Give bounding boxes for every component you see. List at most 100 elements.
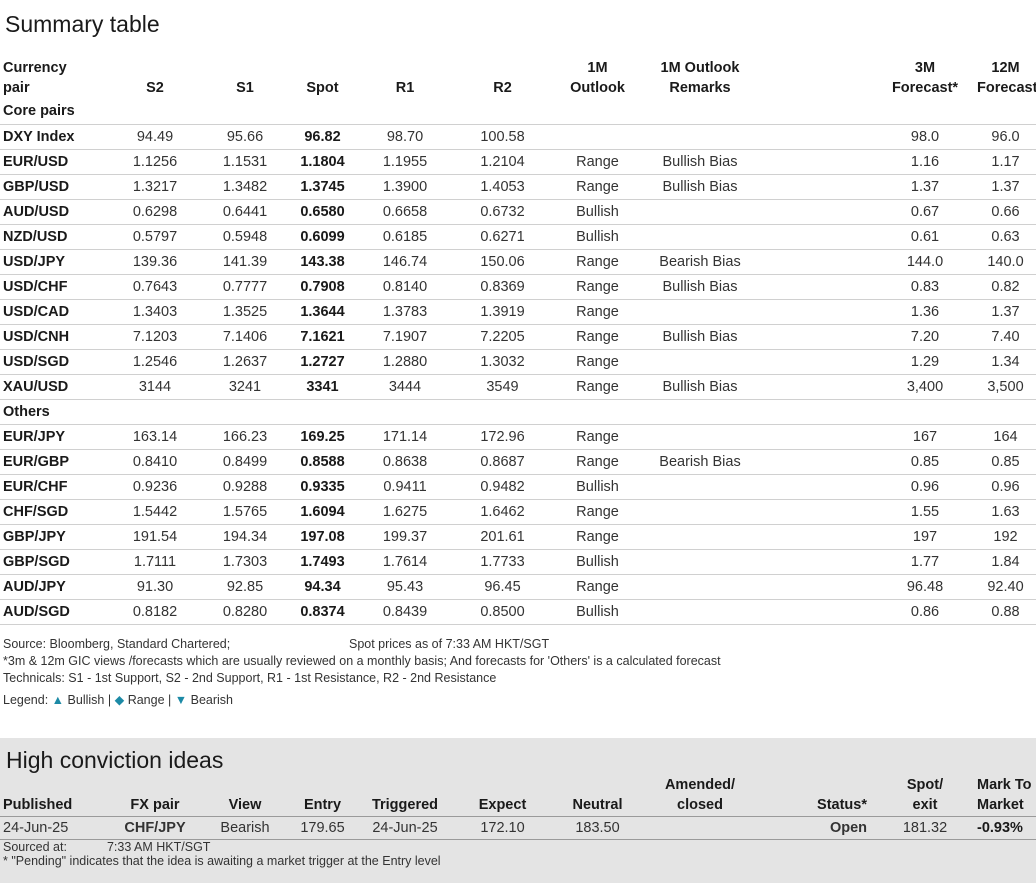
spacer-cell xyxy=(765,224,875,250)
r2-cell: 100.58 xyxy=(445,124,560,150)
col-header-remarks: 1M Outlook Remarks xyxy=(660,60,740,96)
legend-range: Range xyxy=(127,693,165,707)
s1-cell: 1.3482 xyxy=(210,174,280,200)
r2-cell: 1.2104 xyxy=(445,149,560,175)
range-diamond-icon: ◆ xyxy=(114,693,125,707)
r1-cell: 1.2880 xyxy=(365,349,445,375)
f12m-cell: 0.82 xyxy=(975,274,1036,300)
r1-cell: 0.8439 xyxy=(365,599,445,625)
spacer-cell xyxy=(765,599,875,625)
s2-cell: 0.6298 xyxy=(100,199,210,225)
spacer-cell xyxy=(765,449,875,475)
summary-header-row: Currency pair S2 S1 Spot R1 R2 1M Outlook … xyxy=(0,55,1036,99)
s2-cell: 163.14 xyxy=(100,424,210,450)
spot-cell: 1.7493 xyxy=(280,549,365,575)
hci-published: 24-Jun-25 xyxy=(0,815,100,840)
pair-cell: DXY Index xyxy=(0,124,100,150)
hci-col-neutral: Neutral xyxy=(572,796,623,813)
outlook-cell: Range xyxy=(560,299,635,325)
hci-expect: 172.10 xyxy=(445,815,560,840)
s2-cell: 139.36 xyxy=(100,249,210,275)
s2-cell: 191.54 xyxy=(100,524,210,550)
s2-cell: 91.30 xyxy=(100,574,210,600)
r2-cell: 96.45 xyxy=(445,574,560,600)
table-row: USD/CNH 7.1203 7.1406 7.1621 7.1907 7.2205 Ran… xyxy=(0,324,1036,350)
s1-cell: 95.66 xyxy=(210,124,280,150)
col-header-3m-forecast: 3M Forecast* xyxy=(891,60,959,96)
spacer-cell xyxy=(765,149,875,175)
forecast-note: *3m & 12m GIC views /forecasts which are… xyxy=(3,654,721,668)
spot-cell: 0.8374 xyxy=(280,599,365,625)
f12m-cell: 140.0 xyxy=(975,249,1036,275)
r1-cell: 0.6658 xyxy=(365,199,445,225)
pair-cell: EUR/CHF xyxy=(0,474,100,500)
outlook-cell: Bullish xyxy=(560,549,635,575)
remarks-cell: Bullish Bias xyxy=(635,149,765,175)
spacer-cell xyxy=(765,299,875,325)
hci-table: Published FX pair View Entry Triggered E… xyxy=(0,772,1036,840)
pair-cell: AUD/USD xyxy=(0,199,100,225)
hci-entry: 179.65 xyxy=(280,815,365,840)
table-row: GBP/SGD 1.7111 1.7303 1.7493 1.7614 1.7733 Bul… xyxy=(0,549,1036,575)
remarks-cell: Bullish Bias xyxy=(635,374,765,400)
s2-cell: 1.2546 xyxy=(100,349,210,375)
spot-cell: 0.9335 xyxy=(280,474,365,500)
s1-cell: 0.8280 xyxy=(210,599,280,625)
spacer-cell xyxy=(765,524,875,550)
spot-cell: 3341 xyxy=(280,374,365,400)
pair-cell: GBP/JPY xyxy=(0,524,100,550)
table-row: USD/CAD 1.3403 1.3525 1.3644 1.3783 1.3919 Ran… xyxy=(0,299,1036,325)
s2-cell: 1.3217 xyxy=(100,174,210,200)
table-row: AUD/JPY 91.30 92.85 94.34 95.43 96.45 Range 96.… xyxy=(0,574,1036,600)
remarks-cell xyxy=(635,224,765,250)
table-row: EUR/USD 1.1256 1.1531 1.1804 1.1955 1.2104 Ran… xyxy=(0,149,1036,175)
spacer-cell xyxy=(765,199,875,225)
col-header-spot: Spot xyxy=(306,80,339,96)
s1-cell: 1.5765 xyxy=(210,499,280,525)
remarks-cell xyxy=(635,549,765,575)
s1-cell: 1.2637 xyxy=(210,349,280,375)
hci-spot: 181.32 xyxy=(875,815,975,840)
f12m-cell: 7.40 xyxy=(975,324,1036,350)
summary-table: Currency pair S2 S1 Spot R1 R2 1M Outlook … xyxy=(0,55,1036,625)
f12m-cell: 1.34 xyxy=(975,349,1036,375)
col-header-s2: S2 xyxy=(146,80,164,96)
hci-col-triggered: Triggered xyxy=(371,796,439,813)
r2-cell: 201.61 xyxy=(445,524,560,550)
spot-cell: 0.6580 xyxy=(280,199,365,225)
pair-cell: EUR/GBP xyxy=(0,449,100,475)
table-row: USD/JPY 139.36 141.39 143.38 146.74 150.06 Ran… xyxy=(0,249,1036,275)
f3m-cell: 197 xyxy=(875,524,975,550)
r2-cell: 0.6271 xyxy=(445,224,560,250)
f12m-cell: 192 xyxy=(975,524,1036,550)
s2-cell: 0.5797 xyxy=(100,224,210,250)
f12m-cell: 0.63 xyxy=(975,224,1036,250)
s2-cell: 1.7111 xyxy=(100,549,210,575)
s2-cell: 0.9236 xyxy=(100,474,210,500)
outlook-cell: Bullish xyxy=(560,199,635,225)
remarks-cell: Bullish Bias xyxy=(635,174,765,200)
section-header-row: Core pairs xyxy=(0,99,1036,125)
outlook-cell xyxy=(560,124,635,150)
spacer-cell xyxy=(765,474,875,500)
f3m-cell: 1.37 xyxy=(875,174,975,200)
pair-cell: USD/JPY xyxy=(0,249,100,275)
outlook-cell: Range xyxy=(560,524,635,550)
legend-separator: | xyxy=(168,693,172,707)
spot-cell: 197.08 xyxy=(280,524,365,550)
f3m-cell: 7.20 xyxy=(875,324,975,350)
hci-row: 24-Jun-25 CHF/JPY Bearish 179.65 24-Jun-… xyxy=(0,815,1036,840)
table-row: NZD/USD 0.5797 0.5948 0.6099 0.6185 0.6271 Bul… xyxy=(0,224,1036,250)
s2-cell: 0.7643 xyxy=(100,274,210,300)
table-row: GBP/JPY 191.54 194.34 197.08 199.37 201.61 Ran… xyxy=(0,524,1036,550)
outlook-cell: Range xyxy=(560,349,635,375)
high-conviction-ideas-panel: High conviction ideas Published FX pair … xyxy=(0,738,1036,883)
col-header-r2: R2 xyxy=(493,80,512,96)
table-row: CHF/SGD 1.5442 1.5765 1.6094 1.6275 1.6462 Ran… xyxy=(0,499,1036,525)
remarks-cell xyxy=(635,499,765,525)
f3m-cell: 96.48 xyxy=(875,574,975,600)
r1-cell: 146.74 xyxy=(365,249,445,275)
hci-title: High conviction ideas xyxy=(6,747,224,773)
spot-cell: 1.6094 xyxy=(280,499,365,525)
